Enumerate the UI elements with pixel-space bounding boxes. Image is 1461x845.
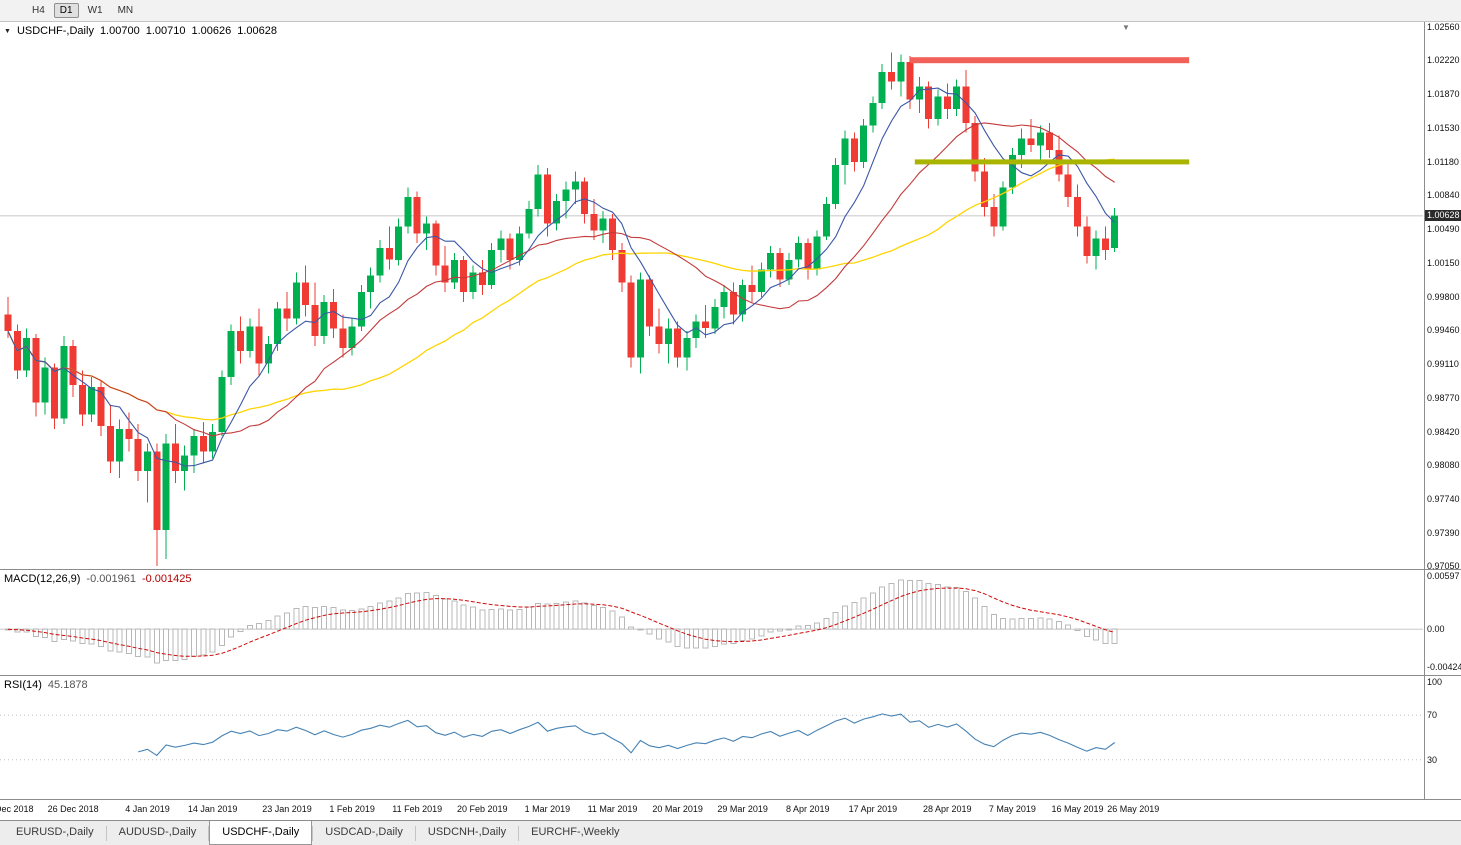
time-axis-label: 26 Dec 2018 <box>47 804 99 814</box>
ohlc-open-value: 1.00700 <box>99 25 140 37</box>
time-axis[interactable]: 17 Dec 2018 26 Dec 2018 4 Jan 2019 14 Jan 2… <box>0 800 1461 821</box>
timeframe-button-h4[interactable]: H4 <box>32 5 45 16</box>
tab-usdcnh-daily[interactable]: USDCNH-,Daily <box>427 826 507 838</box>
chart-title: ▼ USDCHF-,Daily 1.00700 1.00710 1.00626 … <box>4 25 277 37</box>
macd-pane[interactable]: MACD(12,26,9) -0.001961 -0.001425 0.0059… <box>0 570 1461 676</box>
price-axis-label: 0.99110 <box>1427 359 1459 370</box>
rsi-pane[interactable]: RSI(14) 45.1878 100 70 30 <box>0 676 1461 800</box>
time-axis-label: 1 Mar 2019 <box>524 804 571 814</box>
chart-symbol-label: USDCHF-,Daily <box>16 25 94 37</box>
macd-axis-label: 0.00597 <box>1427 571 1460 581</box>
time-axis-label: 28 Apr 2019 <box>923 804 972 814</box>
time-axis-label: 23 Jan 2019 <box>262 804 312 814</box>
time-axis-label: 1 Feb 2019 <box>329 804 375 814</box>
support-line[interactable] <box>914 159 1190 165</box>
time-axis-label: 16 May 2019 <box>1051 804 1104 814</box>
rsi-label: RSI(14) <box>4 679 42 691</box>
price-axis-label: 1.01530 <box>1427 122 1460 133</box>
ohlc-close-value: 1.00628 <box>237 25 277 37</box>
price-axis-label: 0.98420 <box>1427 427 1460 437</box>
time-axis-label: 17 Dec 2018 <box>0 804 34 814</box>
tab-separator <box>208 826 210 841</box>
macd-axis-label: -0.004243 <box>1427 662 1461 672</box>
timeframe-toolbar: H4 D1 W1 MN <box>0 0 1461 22</box>
macd-axis-label: 0.00 <box>1427 624 1445 635</box>
time-axis-label: 8 Apr 2019 <box>786 804 830 814</box>
macd-signal-value: -0.001425 <box>141 573 192 585</box>
tab-eurusd-daily[interactable]: EURUSD-,Daily <box>16 826 94 838</box>
rsi-line <box>138 713 1116 757</box>
price-axis-label: 0.98770 <box>1427 392 1460 403</box>
rsi-title: RSI(14) 45.1878 <box>4 679 88 691</box>
price-axis-label: 1.02220 <box>1427 55 1460 66</box>
chart-tabs: EURUSD-,Daily AUDUSD-,Daily USDCHF-,Daily U… <box>0 820 1461 845</box>
rsi-axis-label: 70 <box>1427 710 1438 721</box>
price-axis-label: 0.97740 <box>1427 493 1460 504</box>
price-chart-canvas[interactable] <box>0 22 1423 569</box>
ma-slow-line <box>7 158 1115 421</box>
timeframe-button-w1[interactable]: W1 <box>87 5 103 16</box>
ohlc-high-value: 1.00710 <box>145 25 186 37</box>
timeframe-button-mn[interactable]: MN <box>117 5 134 16</box>
time-axis-label: 29 Mar 2019 <box>717 804 768 814</box>
resistance-line[interactable] <box>910 57 1190 64</box>
time-axis-label: 14 Jan 2019 <box>187 804 238 814</box>
price-pane[interactable]: ▼ USDCHF-,Daily 1.00700 1.00710 1.00626 … <box>0 22 1461 570</box>
price-axis-label: 1.01870 <box>1427 89 1460 100</box>
rsi-axis-label: 30 <box>1427 754 1438 765</box>
tab-usdcad-daily[interactable]: USDCAD-,Daily <box>325 826 403 838</box>
candles-layer <box>4 52 1119 567</box>
price-axis-label: 0.97050 <box>1427 561 1460 570</box>
tab-separator <box>105 826 107 841</box>
price-axis[interactable]: 1.02560 1.02220 1.01870 1.01530 1.01180 1.008… <box>1424 22 1461 569</box>
macd-axis[interactable]: 0.00597 0.00 -0.004243 <box>1424 570 1461 675</box>
price-axis-label: 1.01180 <box>1427 156 1459 167</box>
macd-main-value: -0.001961 <box>86 573 136 585</box>
tab-audusd-daily[interactable]: AUDUSD-,Daily <box>118 826 197 838</box>
price-axis-label: 0.97390 <box>1427 527 1460 538</box>
price-axis-label: 1.02560 <box>1427 22 1460 32</box>
time-axis-label: 4 Jan 2019 <box>125 804 170 814</box>
time-axis-label: 7 May 2019 <box>988 804 1036 814</box>
tab-separator <box>414 826 416 841</box>
rsi-axis[interactable]: 100 70 30 <box>1424 676 1461 799</box>
macd-signal-line <box>7 587 1115 657</box>
current-price-badge: 1.00628 <box>1425 209 1461 221</box>
time-axis-label: 26 May 2019 <box>1107 804 1160 814</box>
tab-eurchf-weekly[interactable]: EURCHF-,Weekly <box>531 826 620 838</box>
rsi-value: 45.1878 <box>47 679 88 691</box>
time-axis-label: 17 Apr 2019 <box>848 804 898 814</box>
ma-mid-line <box>7 122 1115 437</box>
macd-title: MACD(12,26,9) -0.001961 -0.001425 <box>4 573 192 585</box>
price-axis-label: 1.00840 <box>1427 190 1460 201</box>
tab-separator <box>312 826 314 841</box>
time-axis-label: 20 Feb 2019 <box>457 804 508 814</box>
macd-label: MACD(12,26,9) <box>4 573 81 585</box>
price-axis-label: 1.00150 <box>1427 257 1460 268</box>
price-axis-label: 1.00490 <box>1427 224 1460 235</box>
rsi-canvas[interactable] <box>0 676 1423 799</box>
ohlc-low-value: 1.00626 <box>191 25 232 37</box>
macd-canvas[interactable] <box>0 570 1423 675</box>
rsi-axis-label: 100 <box>1427 677 1443 687</box>
symbol-marker-icon: ▼ <box>4 28 11 35</box>
ma-fast-line <box>7 87 1116 467</box>
time-axis-label: 11 Feb 2019 <box>392 804 443 814</box>
tab-separator <box>518 826 520 841</box>
tab-usdchf-daily[interactable]: USDCHF-,Daily <box>209 820 313 845</box>
chart-shift-icon: ▼ <box>1122 23 1130 32</box>
timeframe-button-d1[interactable]: D1 <box>53 3 79 18</box>
price-axis-label: 0.99460 <box>1427 325 1460 336</box>
time-axis-label: 20 Mar 2019 <box>652 804 703 814</box>
price-axis-label: 0.99800 <box>1427 291 1460 302</box>
time-axis-label: 11 Mar 2019 <box>587 804 638 814</box>
macd-histogram <box>5 579 1118 664</box>
price-axis-label: 0.98080 <box>1427 460 1460 471</box>
